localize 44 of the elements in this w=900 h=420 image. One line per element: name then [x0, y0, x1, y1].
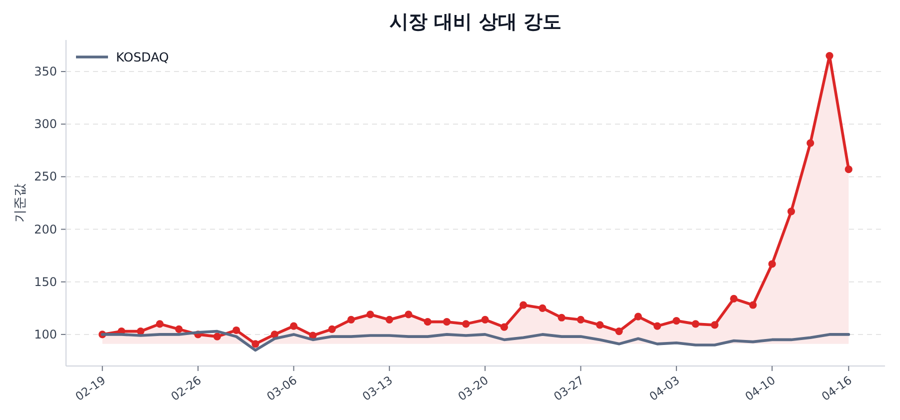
point	[749, 301, 757, 309]
y-tick-label: 150	[34, 274, 57, 289]
point	[596, 321, 604, 329]
point	[576, 316, 585, 324]
point	[615, 327, 623, 336]
point	[538, 304, 546, 312]
point	[328, 325, 336, 333]
point	[787, 208, 796, 216]
point	[404, 310, 412, 318]
point	[826, 52, 834, 60]
point	[653, 322, 662, 330]
point	[442, 318, 451, 326]
point	[634, 312, 642, 320]
point	[232, 326, 240, 334]
point	[175, 325, 183, 333]
point	[481, 316, 489, 324]
y-tick-label: 200	[34, 222, 57, 236]
point	[520, 301, 528, 309]
point	[806, 139, 814, 147]
y-tick-label: 250	[34, 170, 57, 184]
y-tick-label: 100	[34, 327, 57, 342]
point	[672, 316, 680, 325]
point	[692, 320, 700, 328]
point	[710, 321, 718, 329]
point	[462, 320, 470, 328]
point	[347, 316, 355, 324]
point	[844, 166, 852, 174]
chart-title: 시장 대비 상대 강도	[390, 11, 562, 33]
point	[252, 340, 260, 348]
point	[768, 260, 776, 268]
legend-label: KOSDAQ	[116, 50, 170, 64]
point	[366, 310, 374, 318]
y-axis-title: 기준값	[13, 184, 28, 222]
point	[558, 314, 566, 322]
point	[290, 322, 298, 330]
point	[424, 318, 432, 326]
point	[156, 320, 164, 328]
y-tick-label: 300	[34, 117, 57, 132]
point	[500, 323, 508, 331]
point	[730, 294, 738, 302]
y-tick-label: 350	[34, 64, 57, 79]
point	[386, 316, 394, 324]
point	[213, 332, 221, 340]
point	[136, 327, 144, 336]
